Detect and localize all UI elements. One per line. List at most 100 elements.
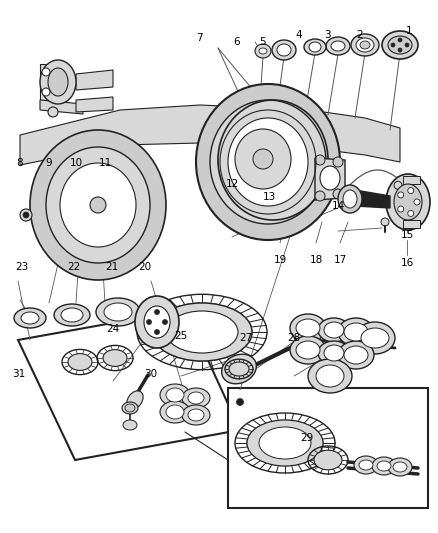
Circle shape — [391, 43, 395, 47]
Ellipse shape — [96, 298, 140, 326]
Circle shape — [398, 206, 404, 212]
Ellipse shape — [277, 44, 291, 56]
Ellipse shape — [235, 129, 291, 189]
Ellipse shape — [308, 359, 352, 393]
Text: 9: 9 — [46, 158, 53, 168]
Ellipse shape — [338, 185, 362, 213]
Ellipse shape — [356, 38, 374, 52]
Ellipse shape — [48, 68, 68, 96]
Ellipse shape — [372, 457, 396, 475]
Polygon shape — [76, 70, 113, 90]
Ellipse shape — [382, 31, 418, 59]
Text: 25: 25 — [174, 331, 187, 341]
Ellipse shape — [135, 296, 179, 348]
Ellipse shape — [127, 391, 143, 409]
Ellipse shape — [54, 304, 90, 326]
Ellipse shape — [40, 60, 76, 104]
Ellipse shape — [144, 306, 170, 338]
Text: 30: 30 — [145, 369, 158, 379]
Text: 17: 17 — [334, 255, 347, 265]
Text: 21: 21 — [105, 262, 118, 271]
Text: 3: 3 — [324, 30, 331, 39]
Ellipse shape — [320, 166, 340, 190]
Ellipse shape — [160, 401, 190, 423]
Circle shape — [398, 192, 404, 198]
Text: 5: 5 — [259, 37, 266, 47]
Text: 18: 18 — [310, 255, 323, 265]
Text: 2: 2 — [356, 30, 363, 39]
Ellipse shape — [68, 353, 92, 370]
Circle shape — [398, 38, 402, 42]
Ellipse shape — [393, 462, 407, 472]
Ellipse shape — [344, 346, 368, 364]
Polygon shape — [403, 176, 420, 184]
Text: 7: 7 — [196, 34, 203, 43]
Text: 22: 22 — [67, 262, 80, 271]
Ellipse shape — [388, 458, 412, 476]
Text: 8: 8 — [16, 158, 23, 168]
Ellipse shape — [160, 384, 190, 406]
Ellipse shape — [361, 328, 389, 348]
Ellipse shape — [326, 37, 350, 55]
Circle shape — [315, 155, 325, 165]
Circle shape — [394, 181, 402, 189]
Circle shape — [157, 307, 167, 317]
Text: 31: 31 — [12, 369, 25, 379]
Ellipse shape — [166, 405, 184, 419]
Ellipse shape — [60, 163, 136, 247]
Text: 1: 1 — [406, 27, 413, 36]
Ellipse shape — [123, 420, 137, 430]
Ellipse shape — [188, 392, 204, 404]
Polygon shape — [403, 220, 420, 228]
Text: 27: 27 — [239, 334, 252, 343]
Ellipse shape — [338, 318, 374, 346]
Ellipse shape — [122, 402, 138, 414]
Ellipse shape — [324, 345, 344, 361]
Polygon shape — [20, 105, 400, 165]
Text: 10: 10 — [70, 158, 83, 168]
Ellipse shape — [222, 354, 256, 384]
Ellipse shape — [182, 405, 210, 425]
Ellipse shape — [324, 322, 344, 338]
Ellipse shape — [247, 420, 323, 466]
Ellipse shape — [259, 48, 267, 54]
Ellipse shape — [351, 34, 379, 56]
Circle shape — [405, 43, 409, 47]
Circle shape — [42, 68, 50, 76]
Text: 19: 19 — [274, 255, 287, 265]
Circle shape — [42, 88, 50, 96]
Ellipse shape — [210, 100, 326, 224]
Ellipse shape — [331, 41, 345, 51]
Ellipse shape — [272, 40, 296, 60]
Bar — [228, 388, 428, 508]
Ellipse shape — [359, 460, 373, 470]
Ellipse shape — [309, 42, 321, 52]
Ellipse shape — [355, 322, 395, 354]
Ellipse shape — [296, 341, 320, 359]
Ellipse shape — [247, 420, 323, 466]
Text: 12: 12 — [226, 179, 239, 189]
Ellipse shape — [377, 461, 391, 471]
Circle shape — [155, 329, 159, 335]
Circle shape — [155, 310, 159, 314]
Text: 24: 24 — [106, 325, 120, 334]
Ellipse shape — [188, 409, 204, 421]
Ellipse shape — [152, 303, 252, 361]
Circle shape — [315, 191, 325, 201]
Ellipse shape — [196, 84, 340, 240]
Ellipse shape — [103, 350, 127, 366]
Polygon shape — [355, 190, 390, 208]
Ellipse shape — [61, 308, 83, 322]
Ellipse shape — [343, 190, 357, 208]
Polygon shape — [315, 158, 345, 200]
Ellipse shape — [360, 41, 370, 49]
Ellipse shape — [318, 341, 350, 365]
Circle shape — [90, 197, 106, 213]
Ellipse shape — [152, 303, 252, 361]
Circle shape — [408, 188, 414, 193]
Text: 20: 20 — [138, 262, 151, 271]
Ellipse shape — [386, 174, 430, 230]
Polygon shape — [76, 97, 113, 112]
Ellipse shape — [314, 450, 342, 470]
Ellipse shape — [182, 388, 210, 408]
